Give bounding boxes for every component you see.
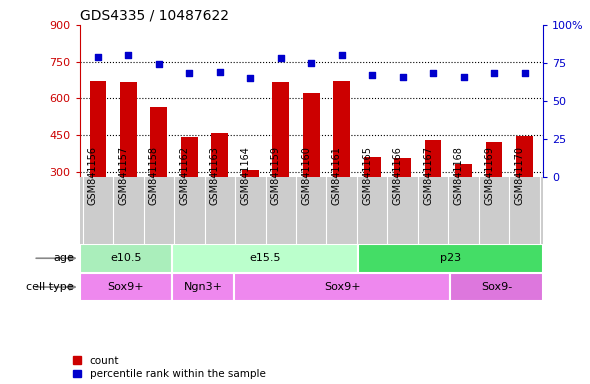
Bar	[516, 136, 533, 245]
Point	[368, 72, 377, 78]
Bar	[80, 244, 172, 273]
Bar	[120, 83, 137, 245]
Bar	[242, 170, 258, 245]
Bar	[358, 244, 543, 273]
Text: Sox9-: Sox9-	[481, 282, 512, 292]
Bar	[455, 164, 472, 245]
Bar	[150, 107, 167, 245]
Point	[459, 73, 468, 79]
Point	[276, 55, 286, 61]
Bar	[303, 93, 320, 245]
Text: cell type: cell type	[26, 282, 74, 292]
Text: p23: p23	[440, 253, 461, 263]
Bar	[234, 273, 450, 301]
Bar	[333, 81, 350, 245]
Text: GDS4335 / 10487622: GDS4335 / 10487622	[80, 8, 229, 22]
Bar	[486, 142, 503, 245]
Bar	[394, 158, 411, 245]
Bar	[364, 157, 381, 245]
Legend: count, percentile rank within the sample: count, percentile rank within the sample	[73, 356, 266, 379]
Bar	[172, 244, 358, 273]
Bar	[273, 82, 289, 245]
Point	[185, 70, 194, 76]
Point	[93, 54, 103, 60]
Text: Sox9+: Sox9+	[324, 282, 360, 292]
Point	[307, 60, 316, 66]
Point	[124, 52, 133, 58]
Point	[337, 52, 346, 58]
Text: Sox9+: Sox9+	[107, 282, 145, 292]
Bar	[181, 137, 198, 245]
Text: e10.5: e10.5	[110, 253, 142, 263]
Point	[245, 75, 255, 81]
Point	[428, 70, 438, 76]
Bar	[211, 132, 228, 245]
Point	[489, 70, 499, 76]
Point	[215, 69, 225, 75]
Point	[154, 61, 163, 68]
Text: age: age	[53, 253, 74, 263]
Bar	[450, 273, 543, 301]
Point	[398, 73, 407, 79]
Text: e15.5: e15.5	[249, 253, 281, 263]
Bar	[80, 273, 172, 301]
Text: Ngn3+: Ngn3+	[183, 282, 222, 292]
Point	[520, 70, 529, 76]
Bar	[90, 81, 106, 245]
Bar	[172, 273, 234, 301]
Bar	[425, 140, 441, 245]
